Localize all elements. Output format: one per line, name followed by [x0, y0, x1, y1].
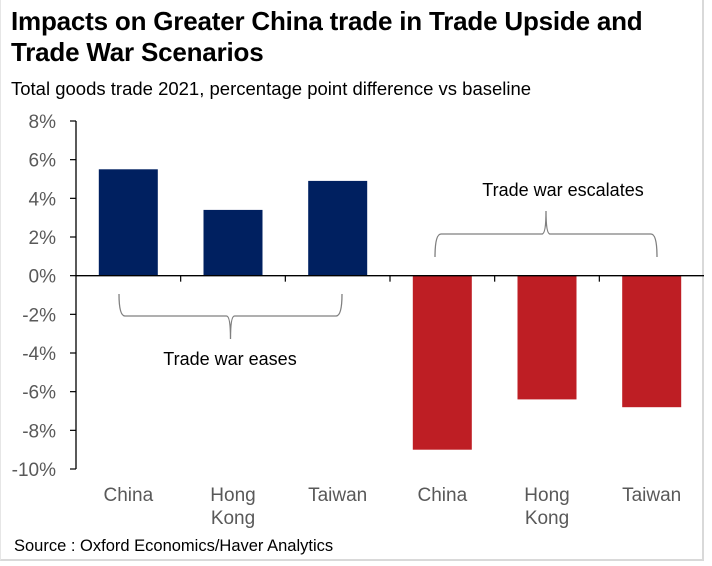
- bars-group: [98, 169, 682, 450]
- bracket-trade-war-eases: [118, 293, 343, 340]
- y-tick-label: -4%: [22, 344, 56, 365]
- axes-group: [75, 121, 704, 469]
- x-tick-label: Taiwan: [622, 485, 681, 506]
- y-tick-label: -2%: [22, 305, 56, 326]
- y-tick-label: -8%: [22, 421, 56, 442]
- bar-china-3: [412, 275, 472, 450]
- x-tick-label: China: [104, 485, 154, 506]
- bracket-trade-war-escalates: [434, 210, 658, 258]
- x-tick-label: Taiwan: [308, 485, 367, 506]
- x-tick-label: Hong Kong: [524, 485, 569, 529]
- chart-subtitle: Total goods trade 2021, percentage point…: [11, 78, 532, 99]
- y-tick-label: 6%: [29, 151, 57, 172]
- annotation-trade-war-escalates: Trade war escalates: [482, 180, 643, 200]
- x-tick-label: Hong Kong: [210, 485, 255, 529]
- y-tick-label: 4%: [29, 189, 57, 210]
- bar-taiwan-5: [622, 275, 682, 408]
- x-axis-ticks: China Hong Kong Taiwan China Hong Kong Taiwan: [104, 275, 681, 529]
- y-tick-label: 8%: [29, 112, 57, 133]
- bar-taiwan-2: [308, 180, 368, 276]
- bar-hong-kong-1: [203, 209, 263, 276]
- y-tick-label: -6%: [22, 383, 56, 404]
- y-tick-label: 0%: [29, 267, 57, 288]
- group-brackets: Trade war eases Trade war escalates: [118, 180, 658, 369]
- bar-hong-kong-4: [517, 275, 577, 400]
- bar-china-0: [98, 169, 158, 276]
- annotation-trade-war-eases: Trade war eases: [163, 349, 296, 369]
- y-tick-label: 2%: [29, 228, 57, 249]
- chart-title: Impacts on Greater China trade in Trade …: [11, 6, 643, 67]
- source-note: Source : Oxford Economics/Haver Analytic…: [14, 537, 334, 555]
- x-tick-label: China: [418, 485, 468, 506]
- y-axis-ticks: 8% 6% 4% 2% 0% -2% -4% -6% -8% -10%: [12, 112, 76, 481]
- y-tick-label: -10%: [12, 460, 56, 481]
